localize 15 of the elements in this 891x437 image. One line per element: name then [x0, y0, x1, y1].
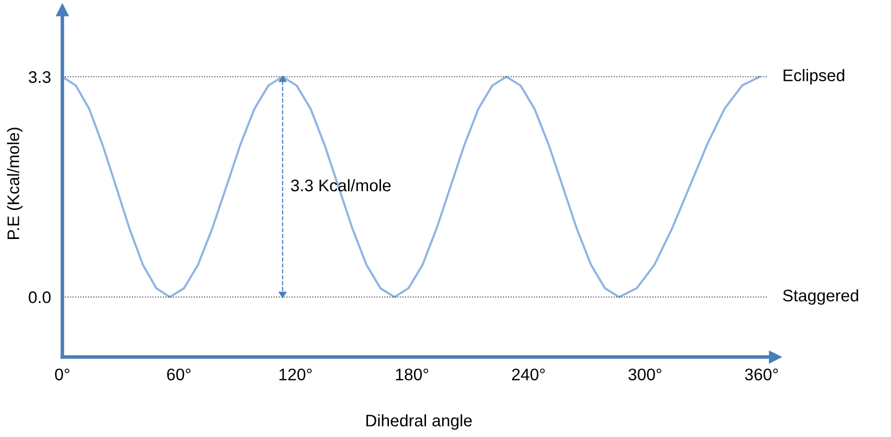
- x-tick-label: 120°: [279, 368, 312, 380]
- x-tick-label: 240°: [512, 368, 545, 380]
- x-axis-title: Dihedral angle: [366, 414, 472, 430]
- x-tick-label: 180°: [396, 368, 428, 380]
- line-series: [62, 76, 761, 298]
- y-tick-label: 0.0: [28, 291, 51, 304]
- annotation: 3.3 Kcal/mole: [291, 179, 391, 192]
- x-tick-label: 60°: [167, 368, 191, 380]
- x-tick-label: 360°: [744, 368, 778, 380]
- ref-line-label: Eclipsed: [784, 69, 844, 85]
- y-axis-title: P.E (Kcal/mole): [7, 128, 23, 239]
- y-tick-label: 3.3: [28, 71, 51, 83]
- x-tick-label: 300°: [628, 368, 662, 380]
- ref-line-label: Staggered: [783, 289, 858, 305]
- x-tick-label: 0°: [55, 368, 70, 380]
